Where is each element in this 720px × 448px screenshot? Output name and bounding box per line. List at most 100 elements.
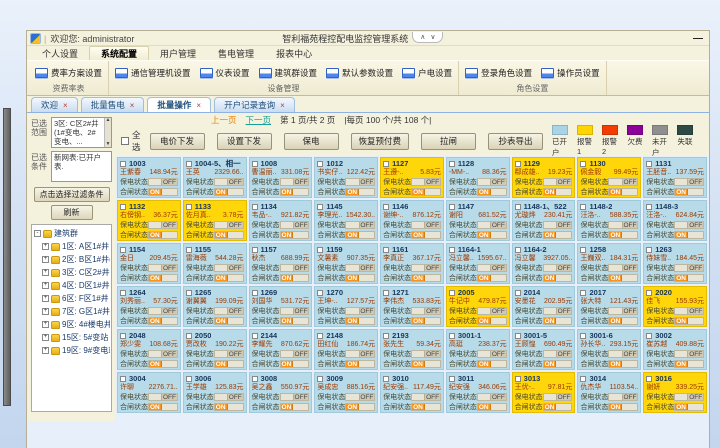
card-checkbox[interactable] <box>580 332 587 339</box>
expand-expander-icon[interactable]: + <box>42 282 49 289</box>
baodian-toggle[interactable]: OFF <box>279 264 310 272</box>
card-checkbox[interactable] <box>251 375 258 382</box>
hezha-toggle[interactable]: ON <box>345 231 376 239</box>
hezha-toggle[interactable]: ON <box>542 317 573 325</box>
hezha-toggle[interactable]: ON <box>279 360 310 368</box>
toolbar-button-抄表导出[interactable]: 抄表导出 <box>488 132 544 150</box>
range-box-scrollbar[interactable]: ▲ ▼ <box>104 118 111 147</box>
doc-tab-欢迎[interactable]: 欢迎 × <box>31 97 78 112</box>
baodian-toggle[interactable]: OFF <box>411 178 441 186</box>
baodian-toggle[interactable]: OFF <box>674 307 704 315</box>
baodian-toggle[interactable]: OFF <box>542 350 573 358</box>
hezha-toggle[interactable]: ON <box>213 317 244 325</box>
baodian-toggle[interactable]: OFF <box>213 264 244 272</box>
card-checkbox[interactable] <box>185 246 192 253</box>
hezha-toggle[interactable]: ON <box>674 188 704 196</box>
baodian-toggle[interactable]: OFF <box>345 264 376 272</box>
hezha-toggle[interactable]: ON <box>674 231 704 239</box>
baodian-toggle[interactable]: OFF <box>476 221 507 229</box>
menu-tab-报表中心[interactable]: 报表中心 <box>276 48 313 59</box>
hezha-toggle[interactable]: ON <box>213 231 244 239</box>
toolbar-button-保电[interactable]: 保电 <box>283 132 339 150</box>
card-checkbox[interactable] <box>120 203 126 210</box>
card-checkbox[interactable] <box>514 289 521 296</box>
hezha-toggle[interactable]: ON <box>476 188 507 196</box>
choose-filter-button[interactable]: 点击选择过滤条件 <box>33 187 110 202</box>
card-checkbox[interactable] <box>185 203 192 210</box>
scroll-up-icon[interactable]: ▲ <box>105 117 111 123</box>
hezha-toggle[interactable]: ON <box>608 317 639 325</box>
tree-item[interactable]: +6区: F区1#井 (F区1# <box>34 292 110 305</box>
card-checkbox[interactable] <box>185 375 192 382</box>
ribbon-button-建筑群设置[interactable]: 建筑群设置 <box>258 67 317 79</box>
card-checkbox[interactable] <box>185 332 192 339</box>
baodian-toggle[interactable]: OFF <box>608 178 639 186</box>
baodian-toggle[interactable]: OFF <box>542 393 573 401</box>
card-checkbox[interactable] <box>317 289 324 296</box>
baodian-toggle[interactable]: OFF <box>674 393 704 401</box>
baodian-toggle[interactable]: OFF <box>148 221 178 229</box>
hezha-toggle[interactable]: ON <box>345 317 376 325</box>
ribbon-button-登录角色设置[interactable]: 登录角色设置 <box>465 67 532 79</box>
card-checkbox[interactable] <box>448 375 455 382</box>
card-checkbox[interactable] <box>317 160 324 167</box>
hezha-toggle[interactable]: ON <box>148 403 178 411</box>
baodian-toggle[interactable]: OFF <box>148 350 178 358</box>
toolbar-button-拉闸[interactable]: 拉闸 <box>421 132 477 150</box>
hezha-toggle[interactable]: ON <box>674 360 704 368</box>
baodian-toggle[interactable]: OFF <box>279 350 310 358</box>
menu-tab-售电管理[interactable]: 售电管理 <box>218 48 255 59</box>
card-checkbox[interactable] <box>646 375 653 382</box>
hezha-toggle[interactable]: ON <box>542 188 573 196</box>
baodian-toggle[interactable]: OFF <box>411 350 441 358</box>
baodian-toggle[interactable]: OFF <box>608 264 639 272</box>
hezha-toggle[interactable]: ON <box>411 188 441 196</box>
card-checkbox[interactable] <box>448 246 455 253</box>
selected-condition-box[interactable]: 新网表:已开户表. <box>51 151 112 182</box>
ribbon-button-仪表设置[interactable]: 仪表设置 <box>199 67 250 79</box>
expand-expander-icon[interactable]: + <box>42 347 49 354</box>
card-checkbox[interactable] <box>448 160 455 167</box>
card-checkbox[interactable] <box>580 375 587 382</box>
ribbon-collapse-button[interactable]: ∧ ∨ <box>412 31 444 43</box>
collapse-expander-icon[interactable]: - <box>34 230 41 237</box>
card-checkbox[interactable] <box>383 289 390 296</box>
hezha-toggle[interactable]: ON <box>279 317 310 325</box>
hezha-toggle[interactable]: ON <box>608 231 639 239</box>
tree-item[interactable]: +3区: C区2#井 (1#变 <box>34 266 110 279</box>
baodian-toggle[interactable]: OFF <box>213 307 244 315</box>
scroll-down-icon[interactable]: ▼ <box>105 141 111 147</box>
baodian-toggle[interactable]: OFF <box>476 178 507 186</box>
baodian-toggle[interactable]: OFF <box>608 221 639 229</box>
hezha-toggle[interactable]: ON <box>148 317 178 325</box>
card-checkbox[interactable] <box>317 375 324 382</box>
hezha-toggle[interactable]: ON <box>279 188 310 196</box>
hezha-toggle[interactable]: ON <box>411 231 441 239</box>
hezha-toggle[interactable]: ON <box>542 403 573 411</box>
tab-close-icon[interactable]: × <box>129 100 135 110</box>
hezha-toggle[interactable]: ON <box>411 317 441 325</box>
menu-tab-系统配置[interactable]: 系统配置 <box>89 46 150 60</box>
expand-expander-icon[interactable]: + <box>42 308 49 315</box>
card-checkbox[interactable] <box>580 203 587 210</box>
card-checkbox[interactable] <box>383 203 390 210</box>
hezha-toggle[interactable]: ON <box>148 231 178 239</box>
hezha-toggle[interactable]: ON <box>345 403 376 411</box>
toolbar-button-恢复预付费[interactable]: 恢复预付费 <box>350 132 410 150</box>
hezha-toggle[interactable]: ON <box>411 360 441 368</box>
card-checkbox[interactable] <box>120 246 126 253</box>
baodian-toggle[interactable]: OFF <box>279 393 310 401</box>
baodian-toggle[interactable]: OFF <box>148 393 178 401</box>
doc-tab-批量操作[interactable]: 批量操作 × <box>147 97 212 112</box>
toolbar-button-电价下发[interactable]: 电价下发 <box>149 132 205 150</box>
baodian-toggle[interactable]: OFF <box>476 264 507 272</box>
card-checkbox[interactable] <box>514 160 521 167</box>
menu-tab-个人设置[interactable]: 个人设置 <box>42 48 79 59</box>
card-checkbox[interactable] <box>514 375 521 382</box>
card-checkbox[interactable] <box>580 289 587 296</box>
hezha-toggle[interactable]: ON <box>542 360 573 368</box>
baodian-toggle[interactable]: OFF <box>542 221 573 229</box>
hezha-toggle[interactable]: ON <box>148 360 178 368</box>
card-checkbox[interactable] <box>317 203 324 210</box>
hezha-toggle[interactable]: ON <box>674 317 704 325</box>
